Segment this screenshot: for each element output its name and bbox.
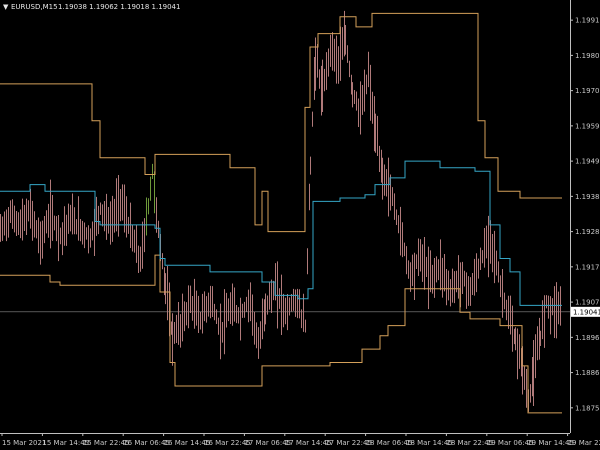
x-tick-label: 15 Mar 2021: [2, 439, 46, 447]
x-tick-label: 18 Mar 22:45: [446, 439, 493, 447]
x-tick-label: 15 Mar 22:45: [83, 439, 130, 447]
x-tick-label: 17 Mar 06:45: [244, 439, 291, 447]
x-tick-label: 16 Mar 06:45: [123, 439, 170, 447]
x-tick-label: 19 Mar 22:45: [568, 439, 600, 447]
x-tick-label: 18 Mar 06:45: [366, 439, 413, 447]
y-tick-label: 1.19595: [575, 122, 600, 130]
ohlc-readout: 1.19038 1.19062 1.19018 1.19041: [58, 3, 180, 11]
y-tick-label: 1.19175: [575, 263, 600, 271]
current-price-badge: [571, 306, 600, 317]
x-tick-label: 17 Mar 22:45: [325, 439, 372, 447]
y-tick-label: 1.19490: [575, 158, 600, 166]
x-tick-label: 19 Mar 06:45: [487, 439, 534, 447]
x-tick-label: 18 Mar 14:45: [406, 439, 453, 447]
y-tick-label: 1.19280: [575, 228, 600, 236]
current-price-label: 1.19041: [573, 308, 600, 316]
plot-layer: [0, 10, 570, 414]
y-tick-label: 1.19385: [575, 193, 600, 201]
y-tick-label: 1.18755: [575, 404, 600, 412]
header-arrow-icon: ▼: [3, 3, 9, 11]
x-tick-label: 15 Mar 14:45: [42, 439, 89, 447]
x-tick-label: 16 Mar 14:45: [164, 439, 211, 447]
y-tick-label: 1.19070: [575, 299, 600, 307]
chart-header: ▼ EURUSD,M15 1.19038 1.19062 1.19018 1.1…: [3, 3, 180, 11]
x-tick-label: 17 Mar 14:45: [285, 439, 332, 447]
x-tick-label: 16 Mar 22:45: [204, 439, 251, 447]
symbol-timeframe: EURUSD,M15: [11, 3, 58, 11]
candles: [0, 10, 561, 412]
series-lower-line: [0, 254, 562, 414]
y-tick-label: 1.19805: [575, 52, 600, 60]
series-middle-line: [0, 160, 562, 306]
y-tick-label: 1.18860: [575, 369, 600, 377]
y-tick-label: 1.19910: [575, 17, 600, 25]
x-tick-label: 19 Mar 14:45: [527, 439, 574, 447]
y-tick-label: 1.19700: [575, 87, 600, 95]
series-upper-line: [0, 12, 562, 233]
y-tick-label: 1.18965: [575, 334, 600, 342]
